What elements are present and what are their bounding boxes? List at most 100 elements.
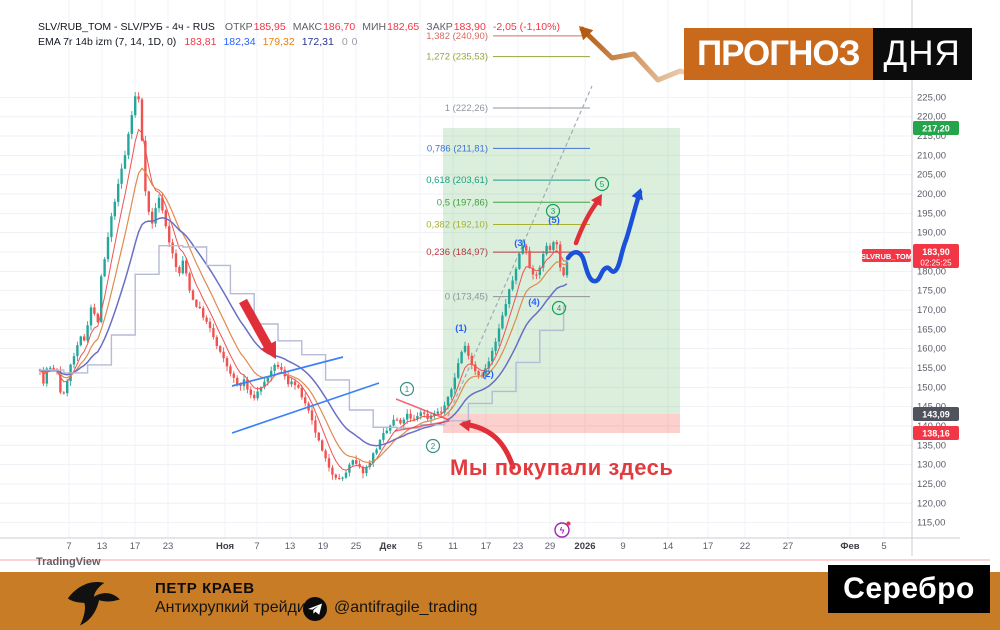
svg-text:7: 7: [254, 541, 259, 552]
svg-text:13: 13: [97, 541, 108, 552]
svg-text:183,90: 183,90: [922, 247, 950, 257]
grid: [0, 0, 912, 538]
svg-text:(3): (3): [514, 238, 526, 249]
svg-text:(5): (5): [548, 215, 560, 226]
tradingview-watermark: TradingView: [36, 556, 101, 568]
svg-text:125,00: 125,00: [917, 479, 946, 490]
svg-text:(1): (1): [455, 323, 467, 334]
footer-bar: ПЕТР КРАЕВ Антихрупкий трейдинг @antifra…: [0, 572, 1000, 630]
legend-token: 179,32: [262, 36, 295, 48]
svg-text:14: 14: [663, 541, 674, 552]
telegram-handle: @antifragile_trading: [334, 599, 478, 616]
svg-text:27: 27: [783, 541, 794, 552]
svg-text:0,5 (197,86): 0,5 (197,86): [437, 197, 488, 208]
svg-text:2: 2: [431, 442, 436, 451]
author-name: ПЕТР КРАЕВ: [155, 580, 255, 597]
svg-text:Ноя: Ноя: [216, 541, 234, 552]
svg-text:115,00: 115,00: [917, 518, 945, 529]
price-badges: 217,20 SLVRUB_TOM 183,90 02:25:25 143,09 138,…: [861, 121, 959, 440]
forecast-banner: ПРОГНОЗ ДНЯ: [684, 28, 972, 80]
svg-text:17: 17: [481, 541, 492, 552]
legend-token: 183,90: [453, 21, 486, 33]
svg-text:17: 17: [703, 541, 714, 552]
legend-token: ОТКР: [224, 21, 253, 33]
svg-text:1: 1: [405, 385, 410, 394]
drawn-trendlines: [231, 356, 450, 434]
svg-text:1 (222,26): 1 (222,26): [445, 103, 488, 114]
svg-text:9: 9: [620, 541, 625, 552]
svg-text:220,00: 220,00: [917, 112, 946, 123]
legend-token: 182,65: [387, 21, 420, 33]
chart-legend[interactable]: SLV/RUB_TOM - SLV/РУБ - 4ч - RUS ОТКР 185,…: [38, 20, 560, 50]
bird-logo-icon: [67, 582, 120, 626]
svg-text:175,00: 175,00: [917, 286, 946, 297]
legend-token: 185,95: [253, 21, 286, 33]
svg-text:19: 19: [318, 541, 329, 552]
legend-token: 0: [341, 36, 348, 48]
svg-text:5: 5: [417, 541, 422, 552]
legend-token: 186,70: [323, 21, 356, 33]
svg-text:170,00: 170,00: [917, 305, 946, 316]
svg-text:180,00: 180,00: [917, 266, 946, 277]
legend-token: 182,34: [223, 36, 256, 48]
forecast-banner-sub: ДНЯ: [872, 28, 972, 80]
legend-token: -2,05 (-1,10%): [492, 21, 560, 33]
svg-text:25: 25: [351, 541, 362, 552]
svg-text:1,272 (235,53): 1,272 (235,53): [426, 52, 488, 63]
legend-token: SLV/RUB_TOM - SLV/РУБ - 4ч - RUS: [38, 21, 215, 33]
elliott-wave-labels: (1) (2) (3) (4) (5) 1 2 3 4 5: [399, 176, 610, 454]
legend-token: МИН: [362, 21, 387, 33]
legend-token: 0: [351, 36, 358, 48]
svg-text:3: 3: [551, 207, 556, 216]
svg-text:0,236 (184,97): 0,236 (184,97): [426, 247, 488, 258]
svg-text:143,09: 143,09: [922, 410, 950, 420]
svg-text:215,00: 215,00: [917, 131, 946, 142]
svg-text:02:25:25: 02:25:25: [920, 259, 952, 268]
legend-token: 172,31: [301, 36, 334, 48]
svg-text:2026: 2026: [574, 541, 595, 552]
buy-annotation-text: Мы покупали здесь: [450, 455, 674, 480]
svg-text:120,00: 120,00: [917, 498, 946, 509]
svg-text:Фев: Фев: [840, 541, 859, 552]
telegram-icon: [303, 597, 327, 621]
asset-tag: Серебро: [828, 565, 990, 613]
svg-text:13: 13: [285, 541, 296, 552]
forecast-zones: [443, 128, 680, 433]
svg-text:22: 22: [740, 541, 751, 552]
svg-text:200,00: 200,00: [917, 189, 946, 200]
svg-text:210,00: 210,00: [917, 150, 946, 161]
svg-text:217,20: 217,20: [922, 124, 950, 134]
svg-text:195,00: 195,00: [917, 208, 946, 219]
candles: [38, 91, 569, 481]
svg-text:17: 17: [130, 541, 141, 552]
svg-text:Дек: Дек: [380, 541, 397, 552]
svg-text:23: 23: [163, 541, 174, 552]
svg-text:ϟ: ϟ: [560, 526, 565, 536]
svg-text:130,00: 130,00: [917, 460, 946, 471]
svg-text:(4): (4): [528, 297, 540, 308]
svg-text:190,00: 190,00: [917, 228, 946, 239]
svg-text:155,00: 155,00: [917, 363, 946, 374]
svg-text:165,00: 165,00: [917, 324, 946, 335]
fib-retracement: 1,382 (240,90) 1,272 (235,53) 1 (222,26) 0,…: [426, 31, 590, 303]
svg-text:0,382 (192,10): 0,382 (192,10): [426, 220, 488, 231]
legend-token: ЗАКР: [426, 21, 453, 33]
svg-text:5: 5: [881, 541, 886, 552]
legend-token: EMA 7r 14b izm (7, 14, 1D, 0): [38, 36, 177, 48]
legend-token: МАКС: [292, 21, 323, 33]
svg-text:135,00: 135,00: [917, 440, 946, 451]
svg-text:7: 7: [66, 541, 71, 552]
svg-text:5: 5: [600, 180, 605, 189]
svg-text:(2): (2): [482, 369, 494, 380]
svg-text:0,618 (203,61): 0,618 (203,61): [426, 175, 488, 186]
svg-text:1,382 (240,90): 1,382 (240,90): [426, 31, 488, 42]
svg-text:205,00: 205,00: [917, 170, 946, 181]
indicator-legend-row: EMA 7r 14b izm (7, 14, 1D, 0) 183,81 182,3…: [38, 35, 560, 50]
svg-text:0,786 (211,81): 0,786 (211,81): [427, 143, 488, 154]
svg-text:150,00: 150,00: [917, 382, 946, 393]
event-marker-icon: ϟ: [554, 521, 571, 538]
legend-token: 183,81: [184, 36, 217, 48]
svg-text:225,00: 225,00: [917, 92, 946, 103]
svg-text:138,16: 138,16: [922, 429, 950, 439]
